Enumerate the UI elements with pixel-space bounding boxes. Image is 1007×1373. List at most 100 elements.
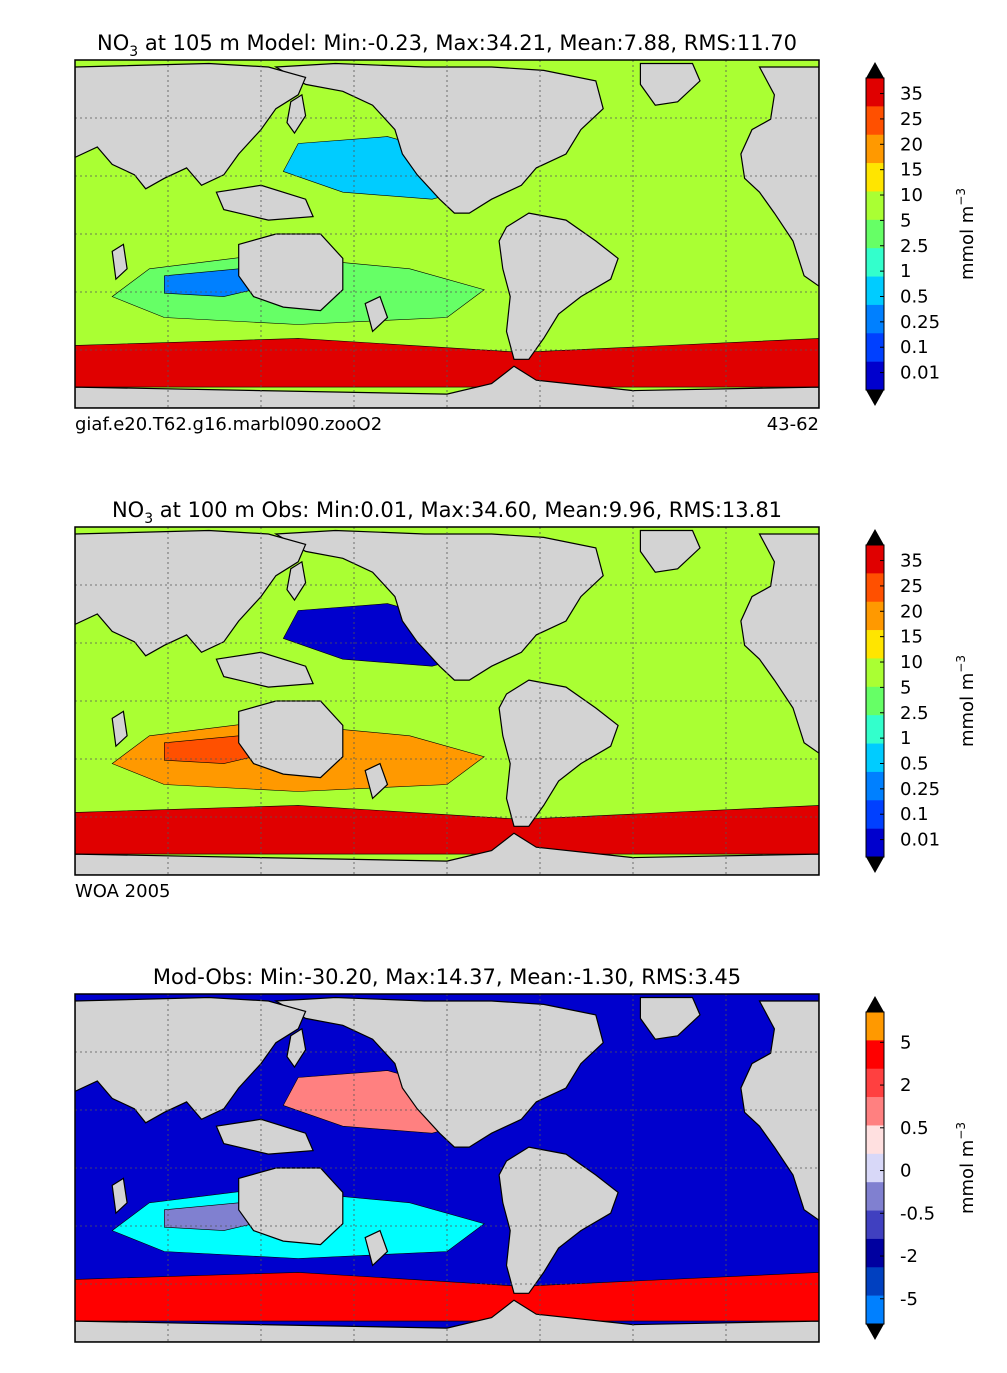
colorbar-segment xyxy=(866,1182,884,1211)
colorbar-tick-label: 0.25 xyxy=(900,779,940,800)
colorbar-segment xyxy=(866,630,884,659)
land-greenland xyxy=(639,996,701,1040)
colorbar-tick-label: 1 xyxy=(900,728,911,749)
colorbar-segment xyxy=(866,771,884,801)
colorbar-segment xyxy=(866,1238,884,1268)
colorbar-extend-min xyxy=(866,1324,884,1340)
colorbar-unit-label: mmol m−3 xyxy=(954,655,978,747)
colorbar-frame xyxy=(865,544,885,858)
colorbar-segment xyxy=(866,304,884,334)
colorbar-tick-label: 0.01 xyxy=(900,830,940,851)
colorbar-tick-label: 25 xyxy=(900,109,923,130)
land-new-zealand xyxy=(364,295,389,333)
colorbar-tick-label: 0.5 xyxy=(900,753,929,774)
colorbar-segment xyxy=(866,106,884,136)
colorbar-segment xyxy=(866,658,884,688)
land-south-america xyxy=(498,212,619,360)
colorbar-tick-label: 0.5 xyxy=(900,1118,929,1139)
map-frame xyxy=(74,993,820,1343)
colorbar-tick-label: 0.1 xyxy=(900,804,929,825)
colorbar-tick-label: 0 xyxy=(900,1161,911,1182)
land-greenland xyxy=(639,62,701,106)
colorbar-extend-min xyxy=(866,857,884,873)
panel-1: NO3 at 105 m Model: Min:-0.23, Max:34.21… xyxy=(74,31,978,435)
colorbar-segment xyxy=(866,800,884,829)
colorbar-extend-min xyxy=(866,390,884,406)
colorbar-tick-label: 20 xyxy=(900,601,923,622)
colorbar-tick-label: 0.01 xyxy=(900,363,940,384)
colorbar-tick-label: 25 xyxy=(900,576,923,597)
colorbar-segment xyxy=(866,828,884,858)
colorbar-unit-label: mmol m−3 xyxy=(954,188,978,280)
map-area xyxy=(75,60,819,408)
colorbar-segment xyxy=(866,191,884,221)
colorbar-segment xyxy=(866,743,884,773)
colorbar-tick-label: 35 xyxy=(900,551,923,572)
colorbar-segment xyxy=(866,333,884,362)
colorbar-extend-max xyxy=(866,996,884,1012)
map-frame xyxy=(74,526,820,876)
land-new-zealand xyxy=(364,1229,389,1267)
colorbar-tick-label: 15 xyxy=(900,627,923,648)
colorbar-segment xyxy=(866,1210,884,1240)
colorbar-tick-label: 5 xyxy=(900,677,911,698)
colorbar-segment xyxy=(866,1012,884,1041)
colorbar-tick-label: 5 xyxy=(900,1032,911,1053)
panel-3: Mod-Obs: Min:-30.20, Max:14.37, Mean:-1.… xyxy=(74,965,978,1343)
colorbar-segment xyxy=(866,1097,884,1126)
land-australia xyxy=(238,700,344,779)
land-europe-africa xyxy=(740,533,819,754)
land-europe-africa xyxy=(740,1000,819,1221)
colorbar-unit-label: mmol m−3 xyxy=(954,1122,978,1214)
colorbar-tick-label: -2 xyxy=(900,1246,918,1267)
land-asia xyxy=(75,529,307,657)
map-frame xyxy=(74,59,820,409)
colorbar-extend-max xyxy=(866,62,884,78)
footer-left-label: WOA 2005 xyxy=(75,881,171,902)
colorbar-segment xyxy=(866,78,884,107)
colorbar-tick-label: 0.5 xyxy=(900,286,929,307)
land-madagascar xyxy=(111,1177,128,1215)
panel-title: NO3 at 100 m Obs: Min:0.01, Max:34.60, M… xyxy=(112,498,782,527)
land-south-america xyxy=(498,1146,619,1294)
colorbar-segment xyxy=(866,1267,884,1296)
colorbar: 35 25 20 15 10 5 2.5 1 0.5 0.25 0.1 0.01 mmol m−3 xyxy=(865,62,978,406)
colorbar-tick-label: 1 xyxy=(900,261,911,282)
land-south-america xyxy=(498,679,619,827)
land-madagascar xyxy=(111,243,128,281)
colorbar: 35 25 20 15 10 5 2.5 1 0.5 0.25 0.1 0.01 mmol m−3 xyxy=(865,529,978,873)
colorbar-tick-label: 5 xyxy=(900,210,911,231)
land-japan xyxy=(286,93,307,135)
land-japan xyxy=(286,1027,307,1069)
land-asia xyxy=(75,62,307,190)
colorbar-tick-label: 0.1 xyxy=(900,337,929,358)
colorbar-segment xyxy=(866,573,884,603)
colorbar-tick-label: 0.25 xyxy=(900,312,940,333)
land-japan xyxy=(286,560,307,602)
colorbar-tick-label: 20 xyxy=(900,134,923,155)
map-area xyxy=(75,527,819,875)
colorbar-segment xyxy=(866,545,884,574)
land-antarctica xyxy=(75,365,819,408)
colorbar-segment xyxy=(866,686,884,716)
colorbar-segment xyxy=(866,1153,884,1183)
panel-title: Mod-Obs: Min:-30.20, Max:14.37, Mean:-1.… xyxy=(153,965,741,989)
colorbar-tick-label: 10 xyxy=(900,652,923,673)
colorbar-tick-label: -5 xyxy=(900,1289,918,1310)
map-area xyxy=(75,994,819,1342)
colorbar-tick-label: 2 xyxy=(900,1075,911,1096)
colorbar-segment xyxy=(866,1295,884,1325)
land-greenland xyxy=(639,529,701,573)
land-asia xyxy=(75,996,307,1124)
colorbar-tick-label: 10 xyxy=(900,185,923,206)
footer-right-label: 43-62 xyxy=(767,414,819,435)
land-australia xyxy=(238,233,344,312)
land-new-zealand xyxy=(364,762,389,800)
colorbar-segment xyxy=(866,276,884,306)
colorbar-segment xyxy=(866,248,884,277)
land-antarctica xyxy=(75,832,819,875)
colorbar-segment xyxy=(866,361,884,391)
colorbar-segment xyxy=(866,1040,884,1070)
panel-title: NO3 at 105 m Model: Min:-0.23, Max:34.21… xyxy=(97,31,797,60)
